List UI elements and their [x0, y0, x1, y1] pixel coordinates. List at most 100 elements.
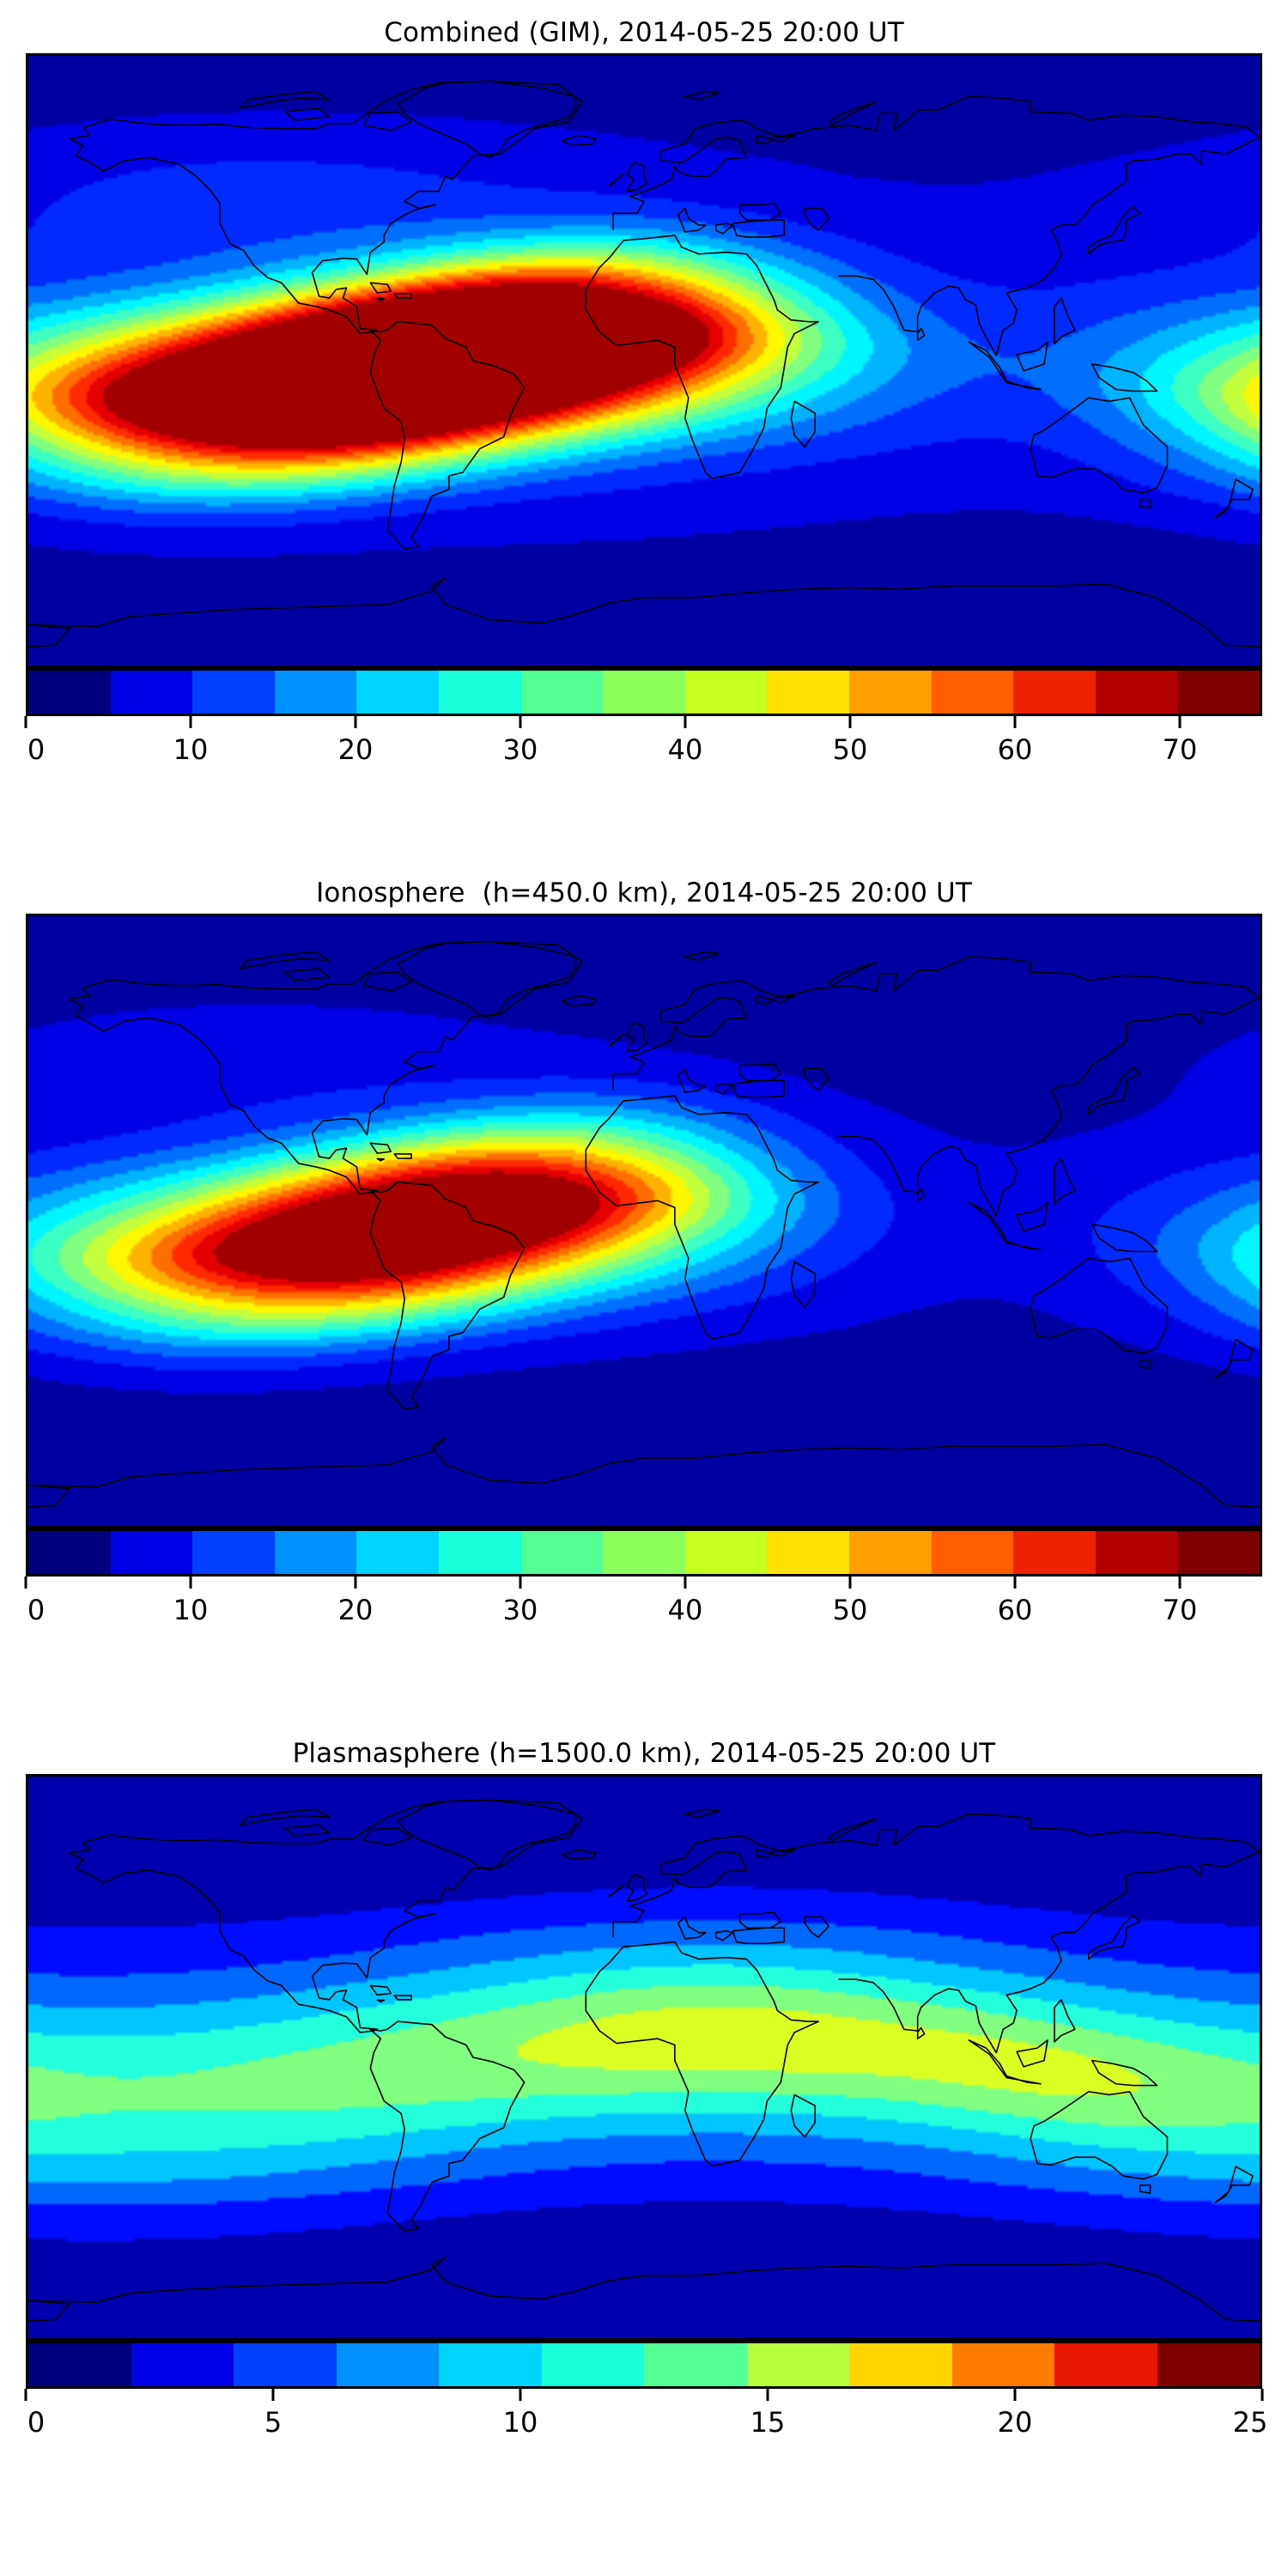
colorbar-block-ionosphere: 0 10 20 30 40 50 60 70: [24, 1528, 1262, 1631]
colorbar-ticks-ionosphere: [24, 1577, 1262, 1592]
colorbar-tick-label: 70: [1162, 1594, 1198, 1626]
tec-field-combined-gim: [28, 56, 1260, 665]
colorbar-tick: [189, 716, 192, 728]
colorbar-swatch: [684, 1531, 768, 1574]
colorbar-tick-label: 40: [667, 733, 703, 766]
colorbar-swatch: [28, 1531, 111, 1574]
colorbar-swatch: [356, 1531, 439, 1574]
colorbar-tick: [1013, 716, 1017, 728]
colorbar-swatch: [131, 2343, 234, 2386]
colorbar-swatch: [848, 671, 932, 714]
colorbar-ticks-plasmasphere: [24, 2389, 1264, 2404]
colorbar-tick: [24, 1577, 27, 1589]
panel-combined-gim: Combined (GIM), 2014-05-25 20:00 UT 0 10 2…: [0, 15, 1288, 771]
tec-field-plasmasphere: [28, 1777, 1260, 2338]
colorbar-tick: [1178, 716, 1182, 728]
colorbar-swatch: [684, 671, 768, 714]
colorbar-swatch: [1095, 1531, 1178, 1574]
colorbar-swatch: [931, 671, 1014, 714]
colorbar-tick-label: 70: [1162, 733, 1198, 766]
colorbar-swatch: [28, 671, 111, 714]
colorbar-swatch: [644, 2343, 747, 2386]
colorbar-swatch: [28, 2343, 131, 2386]
colorbar-swatch: [520, 1531, 604, 1574]
colorbar-swatch: [234, 2343, 337, 2386]
colorbar-swatch: [1157, 2343, 1260, 2386]
colorbar-tick-label: 60: [997, 733, 1033, 766]
colorbar-swatch: [356, 671, 439, 714]
colorbar-tick-label: 0: [27, 733, 46, 766]
colorbar-swatch: [110, 1531, 193, 1574]
colorbar-tick-label: 15: [750, 2406, 786, 2439]
colorbar-tick-label: 60: [997, 1594, 1033, 1626]
colorbar-combined-gim[interactable]: [26, 668, 1262, 716]
colorbar-tick: [519, 716, 522, 728]
colorbar-plasmasphere[interactable]: [26, 2341, 1262, 2389]
tec-field-ionosphere: [28, 916, 1260, 1526]
colorbar-tick: [1013, 1577, 1017, 1589]
colorbar-swatch: [1095, 671, 1178, 714]
colorbar-tick: [1178, 1577, 1182, 1589]
colorbar-tick-label: 40: [667, 1594, 703, 1626]
colorbar-tick-label: 20: [997, 2406, 1033, 2439]
colorbar-swatch: [746, 2343, 849, 2386]
colorbar-swatch: [1013, 1531, 1096, 1574]
colorbar-swatch: [603, 1531, 685, 1574]
colorbar-tick-label: 25: [1232, 2406, 1268, 2439]
colorbar-tick-label: 0: [27, 2406, 46, 2439]
colorbar-tick-label: 30: [502, 733, 538, 766]
colorbar-tick-label: 10: [502, 2406, 538, 2439]
colorbar-tick-label: 30: [502, 1594, 538, 1626]
colorbar-tick: [683, 1577, 687, 1589]
colorbar-tick-label: 0: [27, 1594, 46, 1626]
colorbar-swatch: [1013, 671, 1096, 714]
map-ionosphere: [26, 914, 1262, 1528]
colorbar-tick-label: 10: [173, 733, 209, 766]
panel-title-combined-gim: Combined (GIM), 2014-05-25 20:00 UT: [384, 17, 904, 48]
colorbar-ticks-combined-gim: [24, 716, 1262, 732]
colorbar-tick: [519, 2389, 522, 2401]
colorbar-tick: [683, 716, 687, 728]
colorbar-swatch: [1177, 671, 1260, 714]
colorbar-tick: [1261, 2389, 1264, 2401]
map-plasmasphere: [26, 1774, 1262, 2341]
colorbar-swatch: [336, 2343, 439, 2386]
colorbar-tick: [848, 1577, 852, 1589]
panel-title-plasmasphere: Plasmasphere (h=1500.0 km), 2014-05-25 2…: [292, 1738, 996, 1769]
colorbar-labels-ionosphere: 0 10 20 30 40 50 60 70: [26, 1592, 1262, 1631]
colorbar-swatch: [274, 671, 357, 714]
colorbar-swatch: [110, 671, 193, 714]
colorbar-swatch: [603, 671, 685, 714]
colorbar-swatch: [1177, 1531, 1260, 1574]
colorbar-tick-label: 5: [264, 2406, 283, 2439]
colorbar-labels-plasmasphere: 0 5 10 15 20 25: [26, 2404, 1268, 2444]
colorbar-block-plasmasphere: 0 5 10 15 20 25: [24, 2341, 1268, 2444]
colorbar-tick: [1013, 2389, 1017, 2401]
colorbar-ionosphere[interactable]: [26, 1528, 1262, 1577]
colorbar-tick: [189, 1577, 192, 1589]
colorbar-swatch: [520, 671, 604, 714]
colorbar-tick-label: 50: [832, 1594, 868, 1626]
colorbar-tick: [848, 716, 852, 728]
panel-ionosphere: Ionosphere (h=450.0 km), 2014-05-25 20:0…: [0, 876, 1288, 1631]
colorbar-tick: [354, 1577, 357, 1589]
colorbar-swatch: [438, 671, 521, 714]
colorbar-swatch: [951, 2343, 1054, 2386]
colorbar-tick-label: 20: [337, 1594, 374, 1626]
colorbar-swatch: [848, 1531, 932, 1574]
colorbar-swatch: [274, 1531, 357, 1574]
colorbar-tick: [271, 2389, 275, 2401]
colorbar-swatch: [767, 671, 849, 714]
colorbar-swatch: [767, 1531, 849, 1574]
colorbar-block-combined-gim: 0 10 20 30 40 50 60 70: [24, 668, 1262, 771]
colorbar-tick-label: 20: [337, 733, 374, 766]
map-combined-gim: [26, 53, 1262, 668]
colorbar-swatch: [439, 2343, 542, 2386]
colorbar-swatch: [931, 1531, 1014, 1574]
colorbar-labels-combined-gim: 0 10 20 30 40 50 60 70: [26, 732, 1262, 771]
colorbar-tick: [24, 2389, 27, 2401]
colorbar-tick: [766, 2389, 769, 2401]
colorbar-swatch: [438, 1531, 521, 1574]
panel-plasmasphere: Plasmasphere (h=1500.0 km), 2014-05-25 2…: [0, 1736, 1288, 2444]
